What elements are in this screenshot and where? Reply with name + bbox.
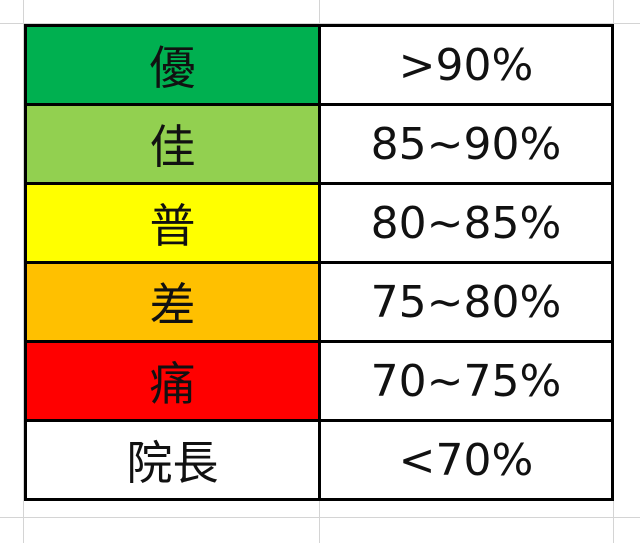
range-cell[interactable]: >90% [318, 24, 614, 106]
grade-cell[interactable]: 普 [24, 182, 321, 264]
table-row: 優 >90% [24, 24, 614, 106]
table-row: 痛 70~75% [24, 340, 614, 422]
table-row: 院長 <70% [24, 419, 614, 501]
range-cell[interactable]: 85~90% [318, 103, 614, 185]
grade-cell[interactable]: 院長 [24, 419, 321, 501]
gridline [613, 0, 614, 543]
gridline [0, 23, 640, 24]
table-row: 差 75~80% [24, 261, 614, 343]
table-row: 佳 85~90% [24, 103, 614, 185]
grade-table: 優 >90% 佳 85~90% 普 80~85% 差 75~80% 痛 70~75% 院長 <70% [24, 24, 614, 501]
gridline [0, 517, 640, 518]
table-row: 普 80~85% [24, 182, 614, 264]
gridline [23, 0, 24, 543]
range-cell[interactable]: <70% [318, 419, 614, 501]
range-cell[interactable]: 70~75% [318, 340, 614, 422]
range-cell[interactable]: 75~80% [318, 261, 614, 343]
range-cell[interactable]: 80~85% [318, 182, 614, 264]
grade-cell[interactable]: 優 [24, 24, 321, 106]
grade-cell[interactable]: 佳 [24, 103, 321, 185]
grade-cell[interactable]: 差 [24, 261, 321, 343]
grade-cell[interactable]: 痛 [24, 340, 321, 422]
